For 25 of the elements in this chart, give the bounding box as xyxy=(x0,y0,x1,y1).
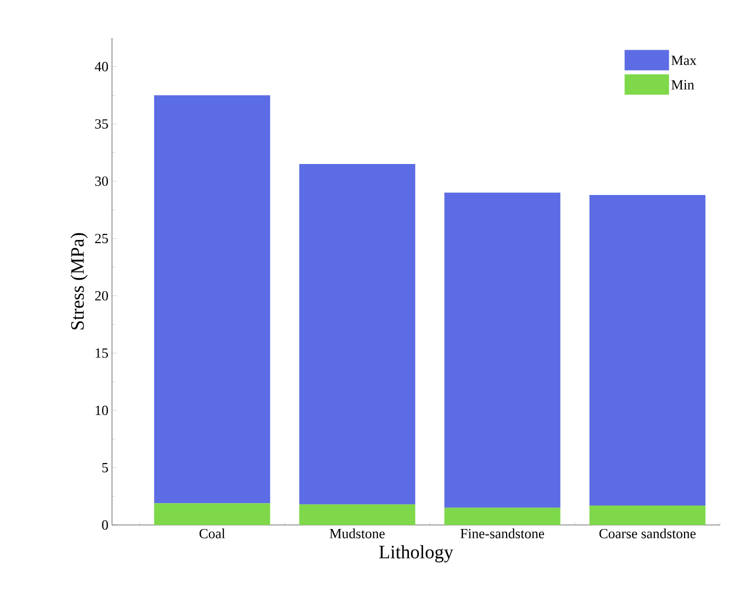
y-tick-label: 20 xyxy=(95,291,108,301)
y-tick-label: 30 xyxy=(95,176,108,186)
bar xyxy=(444,508,560,525)
bar xyxy=(299,164,416,504)
x-tick-label: Fine-sandstone xyxy=(460,528,544,538)
bar xyxy=(444,192,560,508)
bar xyxy=(154,503,270,525)
y-axis-title: Stress (MPa) xyxy=(70,233,88,330)
bar xyxy=(589,194,706,506)
x-tick-label: Coarse sandstone xyxy=(599,528,696,538)
x-axis-title: Lithology xyxy=(379,545,454,562)
x-tick-label: Mudstone xyxy=(330,528,385,538)
bar xyxy=(154,95,270,504)
y-tick-label: 40 xyxy=(94,62,108,72)
y-tick-label: 0 xyxy=(102,520,108,530)
y-tick-label: 25 xyxy=(95,234,108,244)
x-tick-label: Coal xyxy=(200,528,226,538)
y-tick-label: 35 xyxy=(95,119,108,129)
y-tick-label: 10 xyxy=(96,406,108,416)
legend-label: Max xyxy=(671,56,696,66)
bar xyxy=(589,506,706,525)
y-tick-label: 5 xyxy=(102,463,108,472)
y-tick-label: 15 xyxy=(96,348,108,358)
bar xyxy=(299,504,416,525)
legend-label: Min xyxy=(671,80,694,90)
